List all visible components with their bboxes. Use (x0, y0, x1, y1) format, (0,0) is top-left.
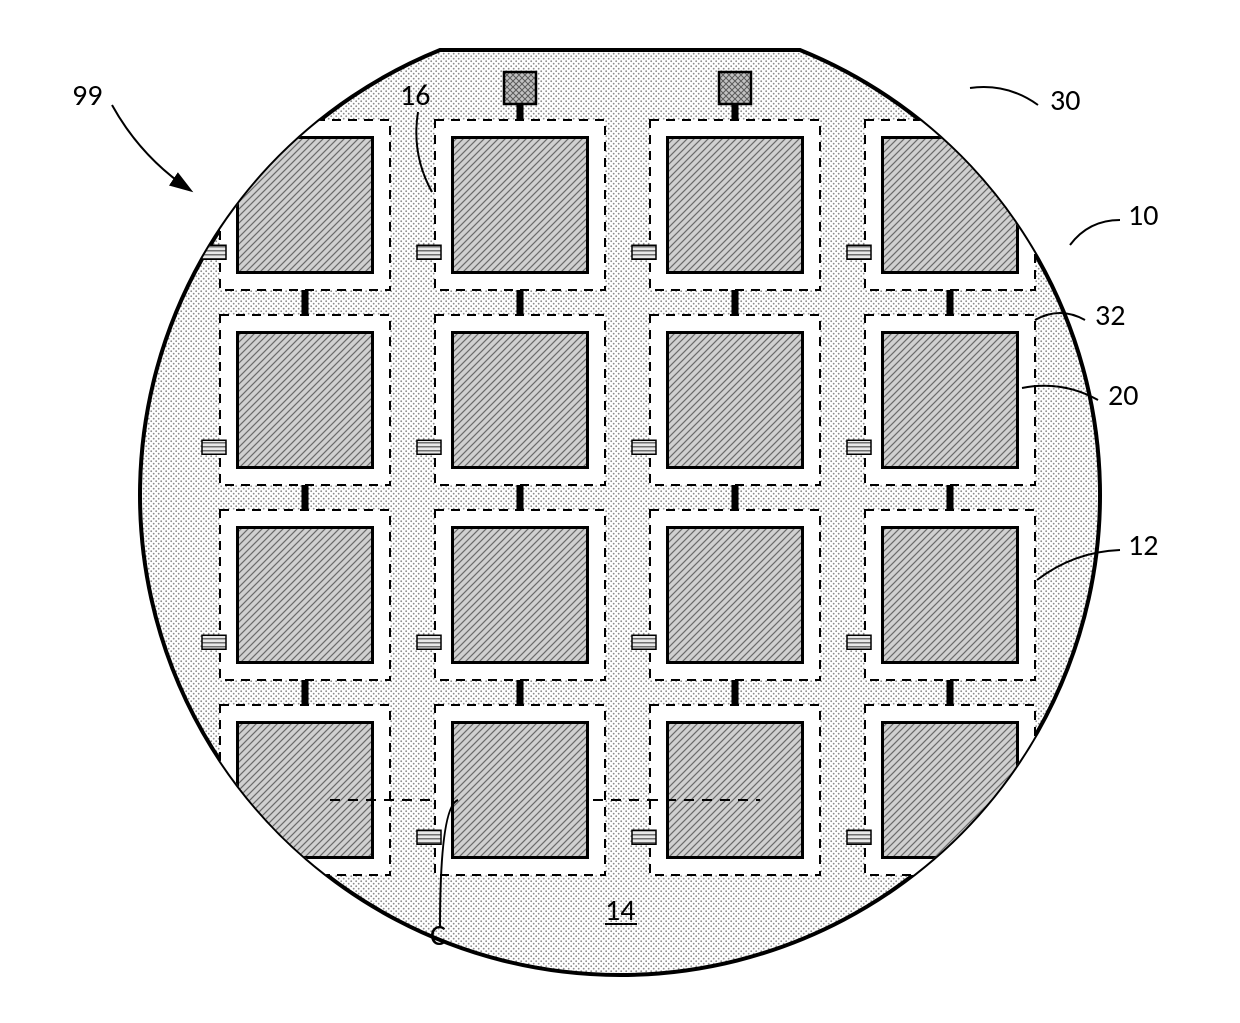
leader-line (970, 87, 1038, 105)
top-pad (289, 72, 321, 104)
label-99: 99 (72, 77, 102, 114)
label-10: 10 (1128, 197, 1158, 234)
top-pad (719, 72, 751, 104)
label-30: 30 (1050, 82, 1080, 119)
leader-line (1070, 220, 1120, 245)
die-hatched (883, 333, 1018, 468)
die-hatched (883, 528, 1018, 663)
side-connector (202, 830, 226, 844)
die-hatched (668, 333, 803, 468)
die-hatched (238, 333, 373, 468)
side-connector (202, 440, 226, 454)
side-connector (847, 830, 871, 844)
die-hatched (668, 528, 803, 663)
die-hatched (453, 723, 588, 858)
label-16: 16 (400, 77, 430, 114)
top-pad (934, 72, 966, 104)
side-connector (632, 440, 656, 454)
side-connector (847, 245, 871, 259)
side-connector (632, 245, 656, 259)
die-hatched (668, 138, 803, 273)
die-hatched (453, 138, 588, 273)
label-12: 12 (1128, 527, 1158, 564)
die-hatched (453, 528, 588, 663)
wafer-schematic-figure: 99163010322012C14 (0, 0, 1240, 1023)
label-32: 32 (1095, 297, 1125, 334)
side-connector (417, 245, 441, 259)
side-connector (632, 635, 656, 649)
die-hatched (453, 333, 588, 468)
die-hatched (883, 138, 1018, 273)
die-hatched (668, 723, 803, 858)
label-c: C (430, 917, 446, 954)
top-pad (504, 72, 536, 104)
die-hatched (883, 723, 1018, 858)
side-connector (847, 440, 871, 454)
side-connector (417, 635, 441, 649)
side-connector (417, 830, 441, 844)
label-20: 20 (1108, 377, 1138, 414)
side-connector (417, 440, 441, 454)
die-hatched (238, 723, 373, 858)
die-hatched (238, 138, 373, 273)
side-connector (202, 635, 226, 649)
leader-line (112, 105, 190, 190)
side-connector (632, 830, 656, 844)
die-hatched (238, 528, 373, 663)
side-connector (847, 635, 871, 649)
